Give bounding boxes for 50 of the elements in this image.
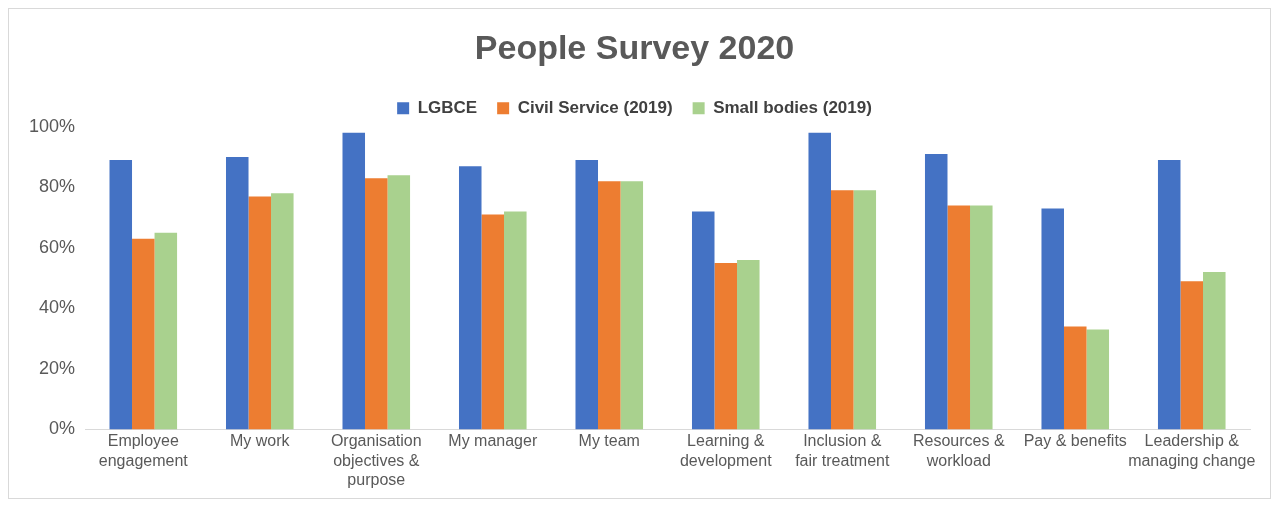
bar	[1063, 326, 1087, 430]
bar	[575, 160, 599, 430]
x-tick-label: My team	[578, 432, 640, 450]
bar	[831, 190, 854, 430]
x-tick-label: Pay & benefits	[1023, 432, 1127, 450]
bar	[342, 132, 366, 430]
bar	[271, 193, 294, 430]
bar	[154, 232, 178, 430]
bar	[714, 262, 738, 430]
legend-label: Small bodies (2019)	[713, 97, 872, 117]
x-tick-label: My manager	[448, 432, 538, 450]
bar	[1086, 329, 1110, 430]
x-tick-label: Resources & workload	[912, 432, 1005, 469]
x-tick-label: Leadership & managing change	[1128, 432, 1256, 469]
bar	[691, 211, 715, 430]
legend-label: Civil Service (2019)	[517, 97, 673, 117]
bar	[387, 175, 411, 430]
y-tick-label: 20%	[39, 357, 76, 378]
bar	[970, 205, 993, 430]
bar	[481, 214, 505, 430]
bar	[1157, 160, 1181, 430]
bar	[365, 178, 388, 430]
y-tick-label: 100%	[28, 115, 76, 136]
bar	[458, 166, 482, 430]
y-tick-label: 0%	[49, 418, 76, 439]
bar	[808, 132, 831, 430]
bar	[226, 157, 249, 430]
bar	[598, 181, 621, 430]
bar	[853, 190, 877, 430]
y-tick-label: 40%	[39, 297, 76, 318]
bar	[737, 259, 760, 430]
bar	[248, 196, 272, 430]
x-tick-label: Employee engagement	[98, 432, 189, 469]
legend-label: LGBCE	[417, 97, 478, 117]
bar	[1180, 281, 1204, 430]
chart-title: People Survey 2020	[474, 27, 795, 66]
x-tick-label: Learning & development	[679, 432, 773, 469]
bar	[109, 160, 133, 430]
y-tick-label: 80%	[39, 176, 76, 197]
bar	[132, 238, 155, 430]
bar	[1041, 208, 1064, 430]
y-tick-label: 60%	[39, 236, 76, 257]
x-tick-label: My work	[230, 432, 291, 450]
bar	[924, 154, 948, 430]
bar	[947, 205, 971, 430]
bar	[1203, 272, 1226, 430]
x-tick-label: Organisation objectives & purpose	[330, 432, 422, 488]
bar	[620, 181, 644, 430]
x-tick-label: Inclusion & fair treatment	[795, 432, 890, 469]
bar	[504, 211, 527, 430]
